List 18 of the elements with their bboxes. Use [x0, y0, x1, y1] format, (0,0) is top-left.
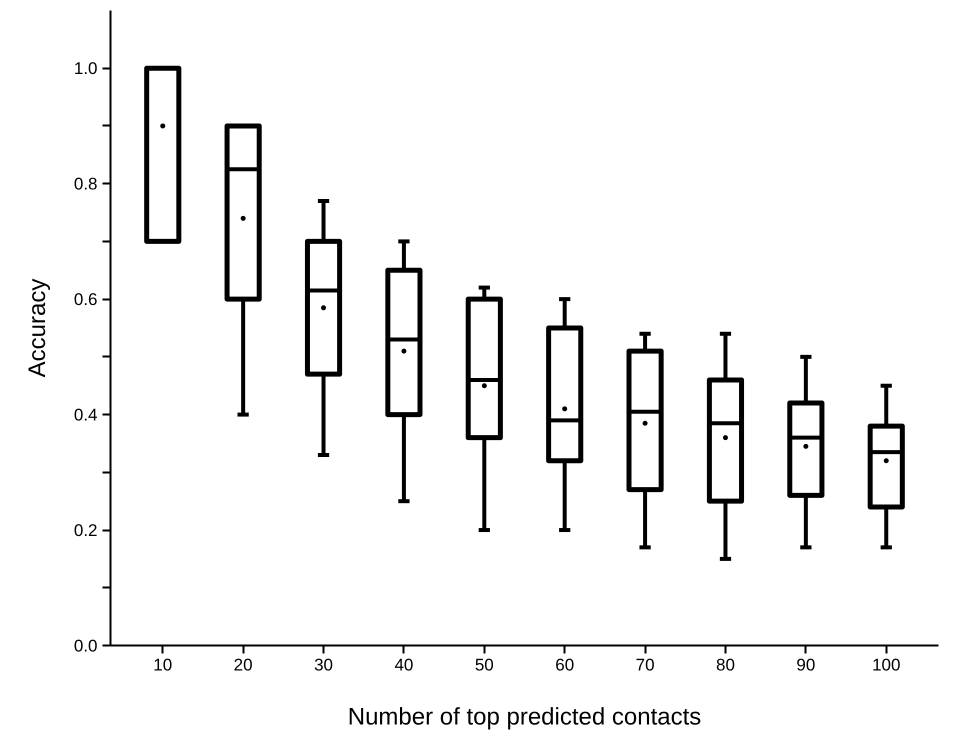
x-tick-label: 90: [796, 656, 816, 674]
y-axis-title: Accuracy: [24, 278, 51, 378]
x-tick-label: 30: [314, 656, 333, 674]
y-tick-label: 0.4: [74, 406, 98, 425]
y-tick-label: 0.0: [74, 636, 98, 656]
y-tick-label: 0.2: [74, 521, 98, 540]
x-tick-label: 100: [872, 656, 900, 674]
x-axis-title: Number of top predicted contacts: [348, 704, 702, 730]
y-tick-label: 1.0: [74, 59, 98, 78]
y-tick-label: 0.6: [74, 290, 98, 310]
x-tick-label: 40: [394, 656, 414, 674]
x-tick-label: 70: [636, 656, 655, 674]
x-tick-label: 50: [474, 656, 494, 674]
y-tick-label: 0.8: [74, 174, 98, 194]
x-tick-label: 10: [153, 656, 172, 674]
x-tick-label: 20: [234, 656, 253, 674]
x-tick-label: 80: [716, 656, 735, 674]
x-tick-label: 60: [555, 656, 574, 674]
